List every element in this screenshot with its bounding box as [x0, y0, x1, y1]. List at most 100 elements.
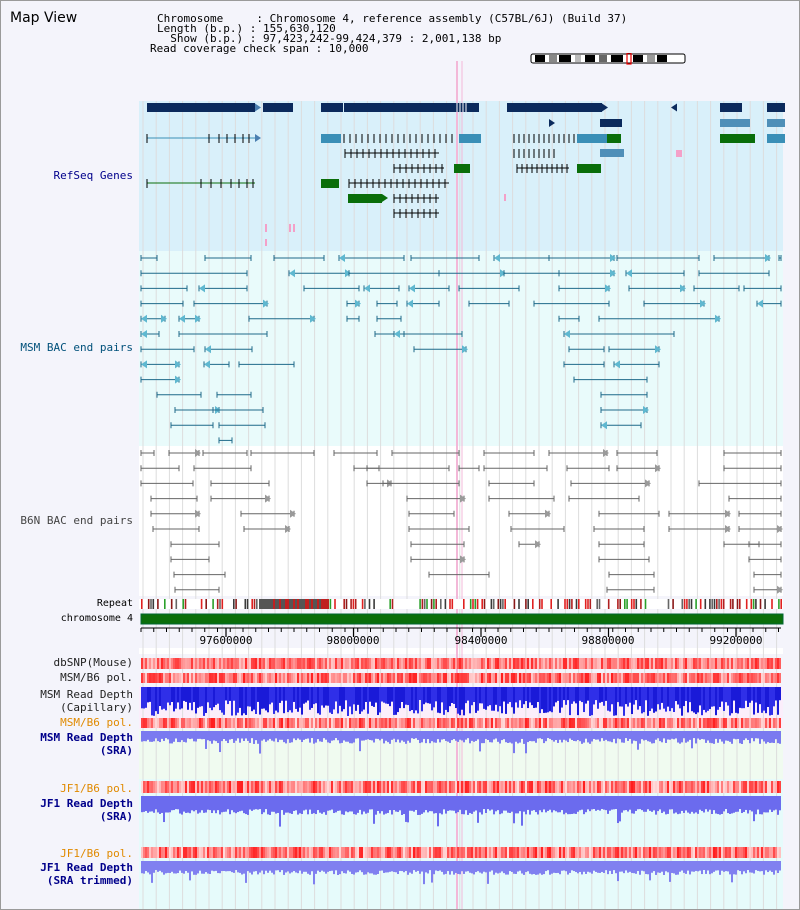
heat-cell	[575, 658, 577, 669]
heat-cell	[313, 781, 315, 793]
heat-cell	[551, 781, 553, 793]
depth-bar	[513, 731, 515, 754]
heat-cell	[579, 658, 581, 669]
heat-cell	[527, 781, 529, 793]
depth-bar	[267, 861, 269, 873]
depth-bar	[341, 687, 343, 712]
repeat-mark	[275, 599, 277, 609]
heat-cell	[513, 658, 515, 669]
label-msm-bac[interactable]: MSM BAC end pairs	[20, 341, 133, 354]
depth-bar	[447, 687, 449, 713]
msm-bac-end	[494, 254, 500, 262]
heat-cell	[245, 781, 247, 793]
depth-bar	[709, 731, 711, 743]
depth-bar	[199, 731, 201, 739]
heat-cell	[657, 673, 659, 683]
depth-bar	[705, 687, 707, 713]
depth-bar	[689, 687, 691, 703]
heat-cell	[427, 673, 429, 683]
repeat-mark	[423, 599, 426, 609]
depth-bar	[467, 731, 469, 739]
label-b6n-bac[interactable]: B6N BAC end pairs	[20, 514, 133, 527]
heat-cell	[209, 658, 211, 669]
heat-cell	[765, 673, 767, 683]
heat-cell	[275, 847, 277, 858]
depth-bar	[527, 731, 529, 743]
heat-cell	[561, 673, 563, 683]
depth-bar	[225, 731, 227, 741]
heat-cell	[323, 781, 325, 793]
label-refseq-genes[interactable]: RefSeq Genes	[53, 169, 133, 182]
heat-cell	[653, 718, 655, 728]
heat-cell	[287, 847, 289, 858]
depth-bar	[639, 687, 641, 707]
depth-bar	[495, 687, 497, 705]
heat-cell	[361, 658, 363, 669]
b6n-bac-end	[535, 540, 541, 549]
heat-cell	[151, 673, 153, 683]
depth-bar	[525, 687, 527, 702]
heat-cell	[605, 658, 607, 669]
heat-cell	[193, 718, 195, 728]
heat-cell	[457, 718, 459, 728]
heat-cell	[587, 847, 589, 858]
heat-cell	[345, 718, 347, 728]
depth-bar	[467, 796, 469, 815]
depth-bar	[725, 687, 727, 703]
heat-cell	[653, 658, 655, 669]
heat-cell	[165, 847, 167, 858]
depth-bar	[359, 861, 361, 871]
depth-bar	[405, 796, 407, 822]
heat-cell	[385, 847, 387, 858]
heat-cell	[499, 847, 501, 858]
depth-bar	[419, 796, 421, 815]
heat-cell	[303, 847, 305, 858]
depth-bar	[567, 796, 569, 815]
heat-cell	[481, 673, 483, 683]
heat-cell	[165, 658, 167, 669]
b6n-bac-end	[460, 555, 466, 564]
heat-cell	[469, 658, 471, 669]
depth-bar	[301, 796, 303, 815]
heat-cell	[635, 673, 637, 683]
heat-cell	[681, 781, 683, 793]
heat-cell	[649, 718, 651, 728]
depth-bar	[655, 731, 657, 740]
heat-cell	[423, 847, 425, 858]
heat-cell	[171, 658, 173, 669]
heat-cell	[747, 847, 749, 858]
depth-bar	[423, 796, 425, 813]
heat-cell	[233, 847, 235, 858]
depth-bar	[493, 731, 495, 740]
depth-bar	[283, 731, 285, 743]
depth-bar	[499, 861, 501, 873]
heat-cell	[533, 847, 535, 858]
heat-cell	[777, 658, 779, 669]
heat-cell	[399, 658, 401, 669]
repeat-mark	[711, 599, 713, 609]
depth-bar	[601, 796, 603, 810]
depth-bar	[631, 731, 633, 744]
depth-bar	[263, 731, 265, 740]
depth-bar	[197, 687, 199, 708]
heat-cell	[427, 847, 429, 858]
depth-bar	[737, 731, 739, 739]
chromosome-ideogram[interactable]	[529, 53, 689, 65]
heat-cell	[643, 673, 645, 683]
heat-cell	[277, 658, 279, 669]
heat-cell	[489, 847, 491, 858]
msm-bac-end	[204, 360, 210, 369]
depth-bar	[347, 731, 349, 742]
depth-bar	[491, 687, 493, 711]
heat-cell	[291, 847, 293, 858]
heat-cell	[213, 847, 215, 858]
depth-bar	[311, 731, 313, 739]
depth-bar	[779, 731, 781, 744]
heat-cell	[325, 673, 327, 683]
depth-bar	[611, 731, 613, 743]
gene-feature	[720, 119, 750, 127]
heat-cell	[587, 658, 589, 669]
track-canvas[interactable]	[139, 61, 785, 910]
heat-cell	[185, 718, 187, 728]
heat-cell	[221, 718, 223, 728]
